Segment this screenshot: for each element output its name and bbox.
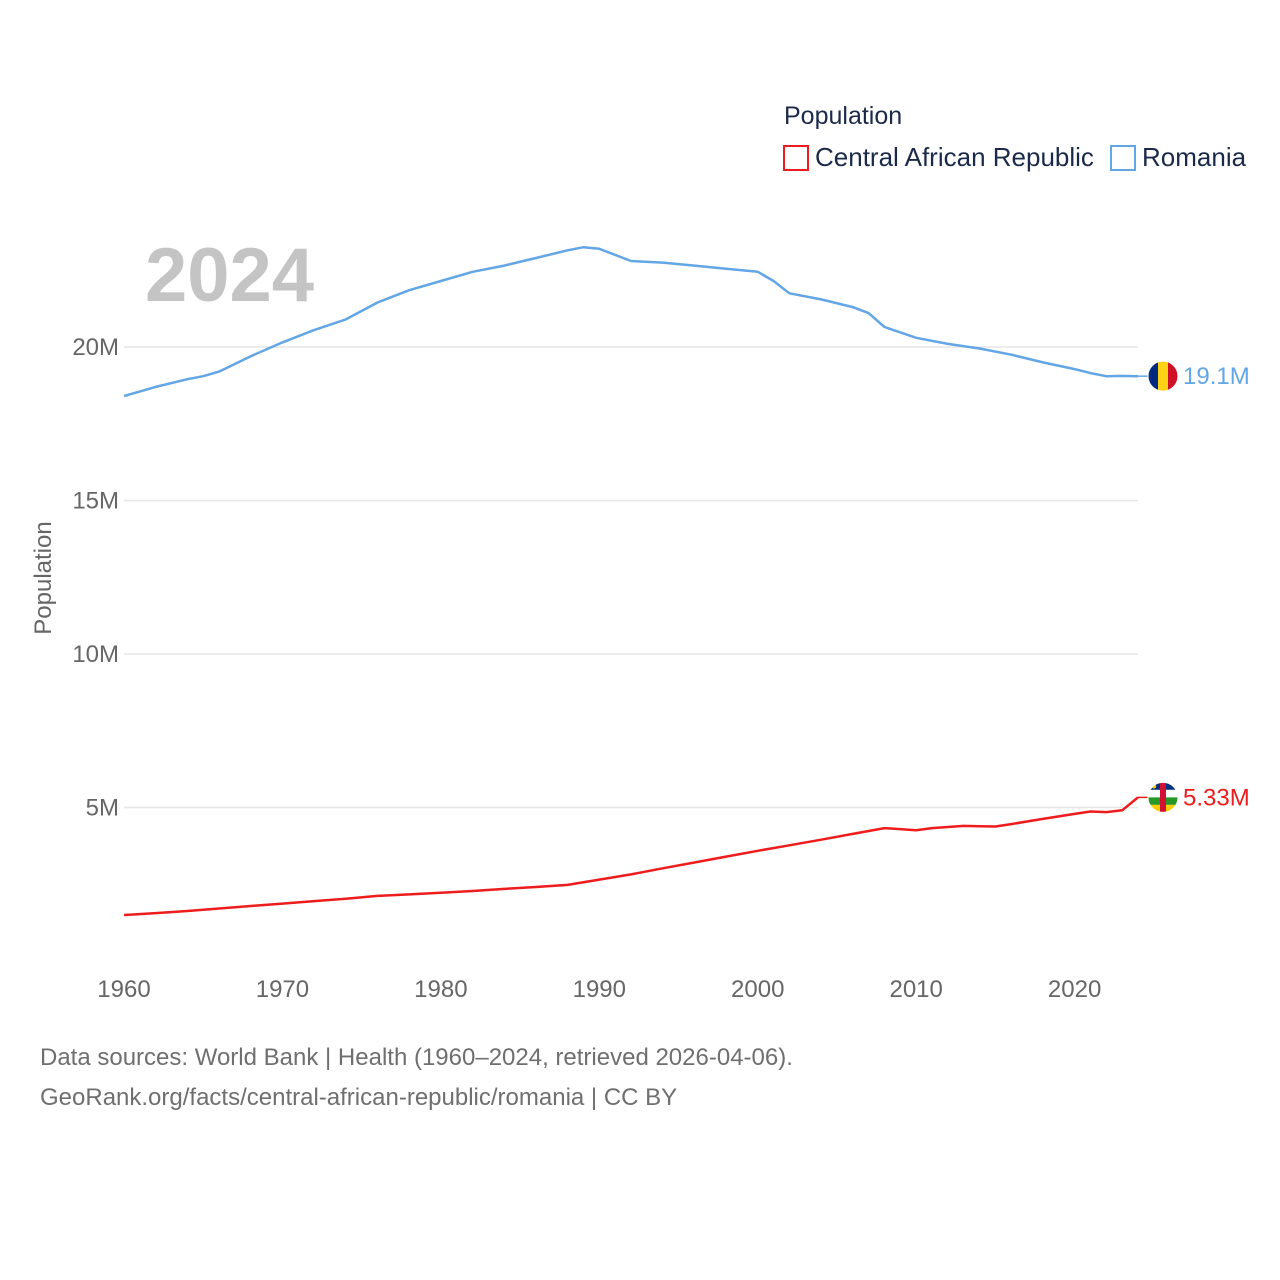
legend-title: Population [784,102,902,130]
footer-attribution[interactable]: GeoRank.org/facts/central-african-republ… [40,1084,678,1111]
y-axis-title: Population [30,521,57,634]
x-tick-label: 1990 [573,976,626,1003]
x-tick-label: 2020 [1048,976,1101,1003]
legend-swatch-central-african-republic [783,145,809,171]
gridlines [124,346,1138,809]
y-tick-label: 15M [72,488,119,515]
x-tick-label: 2000 [731,976,784,1003]
legend-label-central-african-republic: Central African Republic [815,142,1094,172]
y-tick-label: 10M [72,641,119,668]
x-tick-label: 1980 [414,976,467,1003]
legend-item-romania[interactable]: Romania [1110,142,1247,172]
series-line-central-african-republic[interactable] [123,796,1139,917]
population-line-chart: Population Central African Republic Roma… [30,102,1250,1003]
x-tick-label: 2010 [889,976,942,1003]
footer-data-sources: Data sources: World Bank | Health (1960–… [40,1044,793,1071]
end-value-label-central-african-republic: 5.33M [1183,784,1250,811]
x-axis-ticks: 1960 1970 1980 1990 2000 2010 2020 [97,976,1101,1003]
series-lines [123,245,1139,917]
end-value-label-romania: 19.1M [1183,363,1250,390]
y-tick-label: 20M [72,334,119,361]
series-line-romania[interactable] [123,245,1139,398]
central-african-republic-flag-icon [1147,781,1179,813]
romania-flag-icon [1147,360,1179,392]
legend-swatch-romania [1110,145,1136,171]
legend-label-romania: Romania [1142,142,1247,172]
x-tick-label: 1960 [97,976,150,1003]
x-tick-label: 1970 [256,976,309,1003]
legend: Population Central African Republic Roma… [783,102,1247,172]
end-markers: 5.33M 19.1M [1138,360,1250,813]
y-axis-ticks: 5M 10M 15M 20M [72,334,119,822]
y-tick-label: 5M [86,795,119,822]
legend-item-central-african-republic[interactable]: Central African Republic [783,142,1094,172]
year-watermark: 2024 [145,233,314,318]
